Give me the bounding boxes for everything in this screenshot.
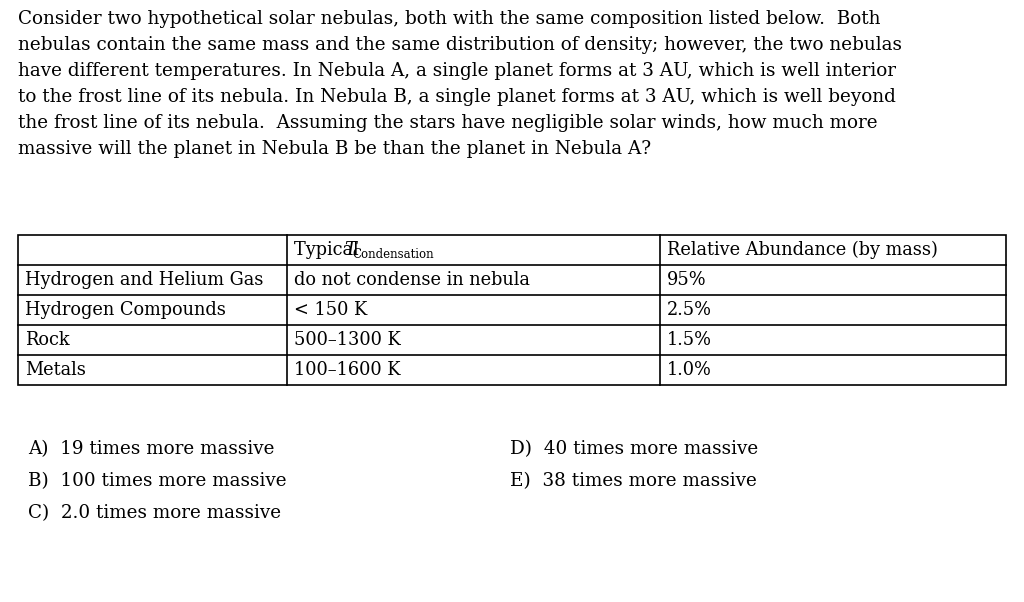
Text: 500–1300 K: 500–1300 K <box>294 331 400 349</box>
Text: Hydrogen and Helium Gas: Hydrogen and Helium Gas <box>25 271 263 289</box>
Text: Hydrogen Compounds: Hydrogen Compounds <box>25 301 226 319</box>
Text: Metals: Metals <box>25 361 86 379</box>
Text: 1.5%: 1.5% <box>668 331 713 349</box>
Text: Rock: Rock <box>25 331 70 349</box>
Text: 100–1600 K: 100–1600 K <box>294 361 400 379</box>
Text: nebulas contain the same mass and the same distribution of density; however, the: nebulas contain the same mass and the sa… <box>18 36 902 54</box>
Text: to the frost line of its nebula. In Nebula B, a single planet forms at 3 AU, whi: to the frost line of its nebula. In Nebu… <box>18 88 896 106</box>
Text: have different temperatures. In Nebula A, a single planet forms at 3 AU, which i: have different temperatures. In Nebula A… <box>18 62 896 80</box>
Text: massive will the planet in Nebula B be than the planet in Nebula A?: massive will the planet in Nebula B be t… <box>18 140 651 158</box>
Text: Condensation: Condensation <box>352 249 434 261</box>
Text: C)  2.0 times more massive: C) 2.0 times more massive <box>28 504 282 522</box>
Text: the frost line of its nebula.  Assuming the stars have negligible solar winds, h: the frost line of its nebula. Assuming t… <box>18 114 878 132</box>
Text: E)  38 times more massive: E) 38 times more massive <box>510 472 757 490</box>
Text: Typical: Typical <box>294 241 364 259</box>
Text: B)  100 times more massive: B) 100 times more massive <box>28 472 287 490</box>
Text: 95%: 95% <box>668 271 707 289</box>
Text: A)  19 times more massive: A) 19 times more massive <box>28 440 274 458</box>
Text: D)  40 times more massive: D) 40 times more massive <box>510 440 758 458</box>
Text: 2.5%: 2.5% <box>668 301 713 319</box>
Text: Consider two hypothetical solar nebulas, both with the same composition listed b: Consider two hypothetical solar nebulas,… <box>18 10 881 28</box>
Text: 1.0%: 1.0% <box>668 361 712 379</box>
Text: do not condense in nebula: do not condense in nebula <box>294 271 529 289</box>
Text: < 150 K: < 150 K <box>294 301 367 319</box>
Text: T: T <box>344 241 355 259</box>
Text: Relative Abundance (by mass): Relative Abundance (by mass) <box>668 241 938 259</box>
Bar <box>18 235 1006 385</box>
